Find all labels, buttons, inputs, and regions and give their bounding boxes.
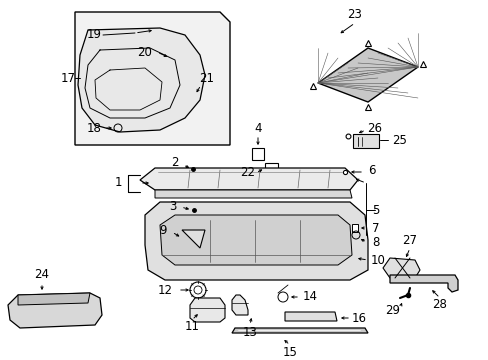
Polygon shape	[140, 168, 357, 190]
Text: 17: 17	[61, 72, 75, 85]
Text: 7: 7	[371, 221, 379, 234]
Text: 22: 22	[240, 166, 254, 180]
Polygon shape	[285, 312, 336, 321]
Text: 29: 29	[385, 303, 400, 316]
Text: 18: 18	[87, 122, 102, 135]
Text: 27: 27	[402, 234, 417, 247]
Text: 6: 6	[367, 163, 375, 176]
Text: 23: 23	[347, 9, 362, 22]
Polygon shape	[264, 163, 278, 173]
Bar	[352, 134, 378, 148]
Polygon shape	[18, 293, 90, 305]
Text: 21: 21	[199, 72, 214, 85]
Polygon shape	[75, 12, 229, 145]
Polygon shape	[190, 298, 224, 322]
Text: 25: 25	[392, 134, 407, 147]
Text: 26: 26	[367, 122, 382, 135]
Text: 4: 4	[254, 122, 261, 135]
Text: 28: 28	[432, 298, 447, 311]
Text: 10: 10	[370, 253, 385, 266]
Polygon shape	[145, 202, 367, 280]
Text: 3: 3	[169, 201, 176, 213]
Text: 12: 12	[157, 284, 172, 297]
Text: 15: 15	[282, 346, 297, 359]
Text: 14: 14	[302, 291, 317, 303]
Text: 16: 16	[351, 311, 366, 324]
Polygon shape	[8, 293, 102, 328]
Polygon shape	[78, 28, 204, 132]
Polygon shape	[182, 230, 204, 248]
Text: 2: 2	[171, 157, 179, 170]
Text: 8: 8	[371, 235, 379, 248]
Text: 1: 1	[114, 176, 122, 189]
Polygon shape	[155, 190, 351, 198]
Polygon shape	[389, 275, 457, 292]
Polygon shape	[317, 48, 417, 102]
Text: 20: 20	[137, 45, 152, 58]
Text: 19: 19	[87, 28, 102, 41]
Text: 13: 13	[242, 325, 257, 338]
Text: 24: 24	[35, 269, 49, 282]
Polygon shape	[160, 215, 351, 265]
Polygon shape	[231, 328, 367, 333]
Text: 9: 9	[159, 224, 166, 237]
Polygon shape	[382, 258, 419, 278]
Polygon shape	[231, 295, 247, 315]
Text: 11: 11	[184, 320, 199, 333]
Bar	[351, 224, 357, 232]
Polygon shape	[251, 148, 264, 160]
Text: 5: 5	[371, 203, 379, 216]
